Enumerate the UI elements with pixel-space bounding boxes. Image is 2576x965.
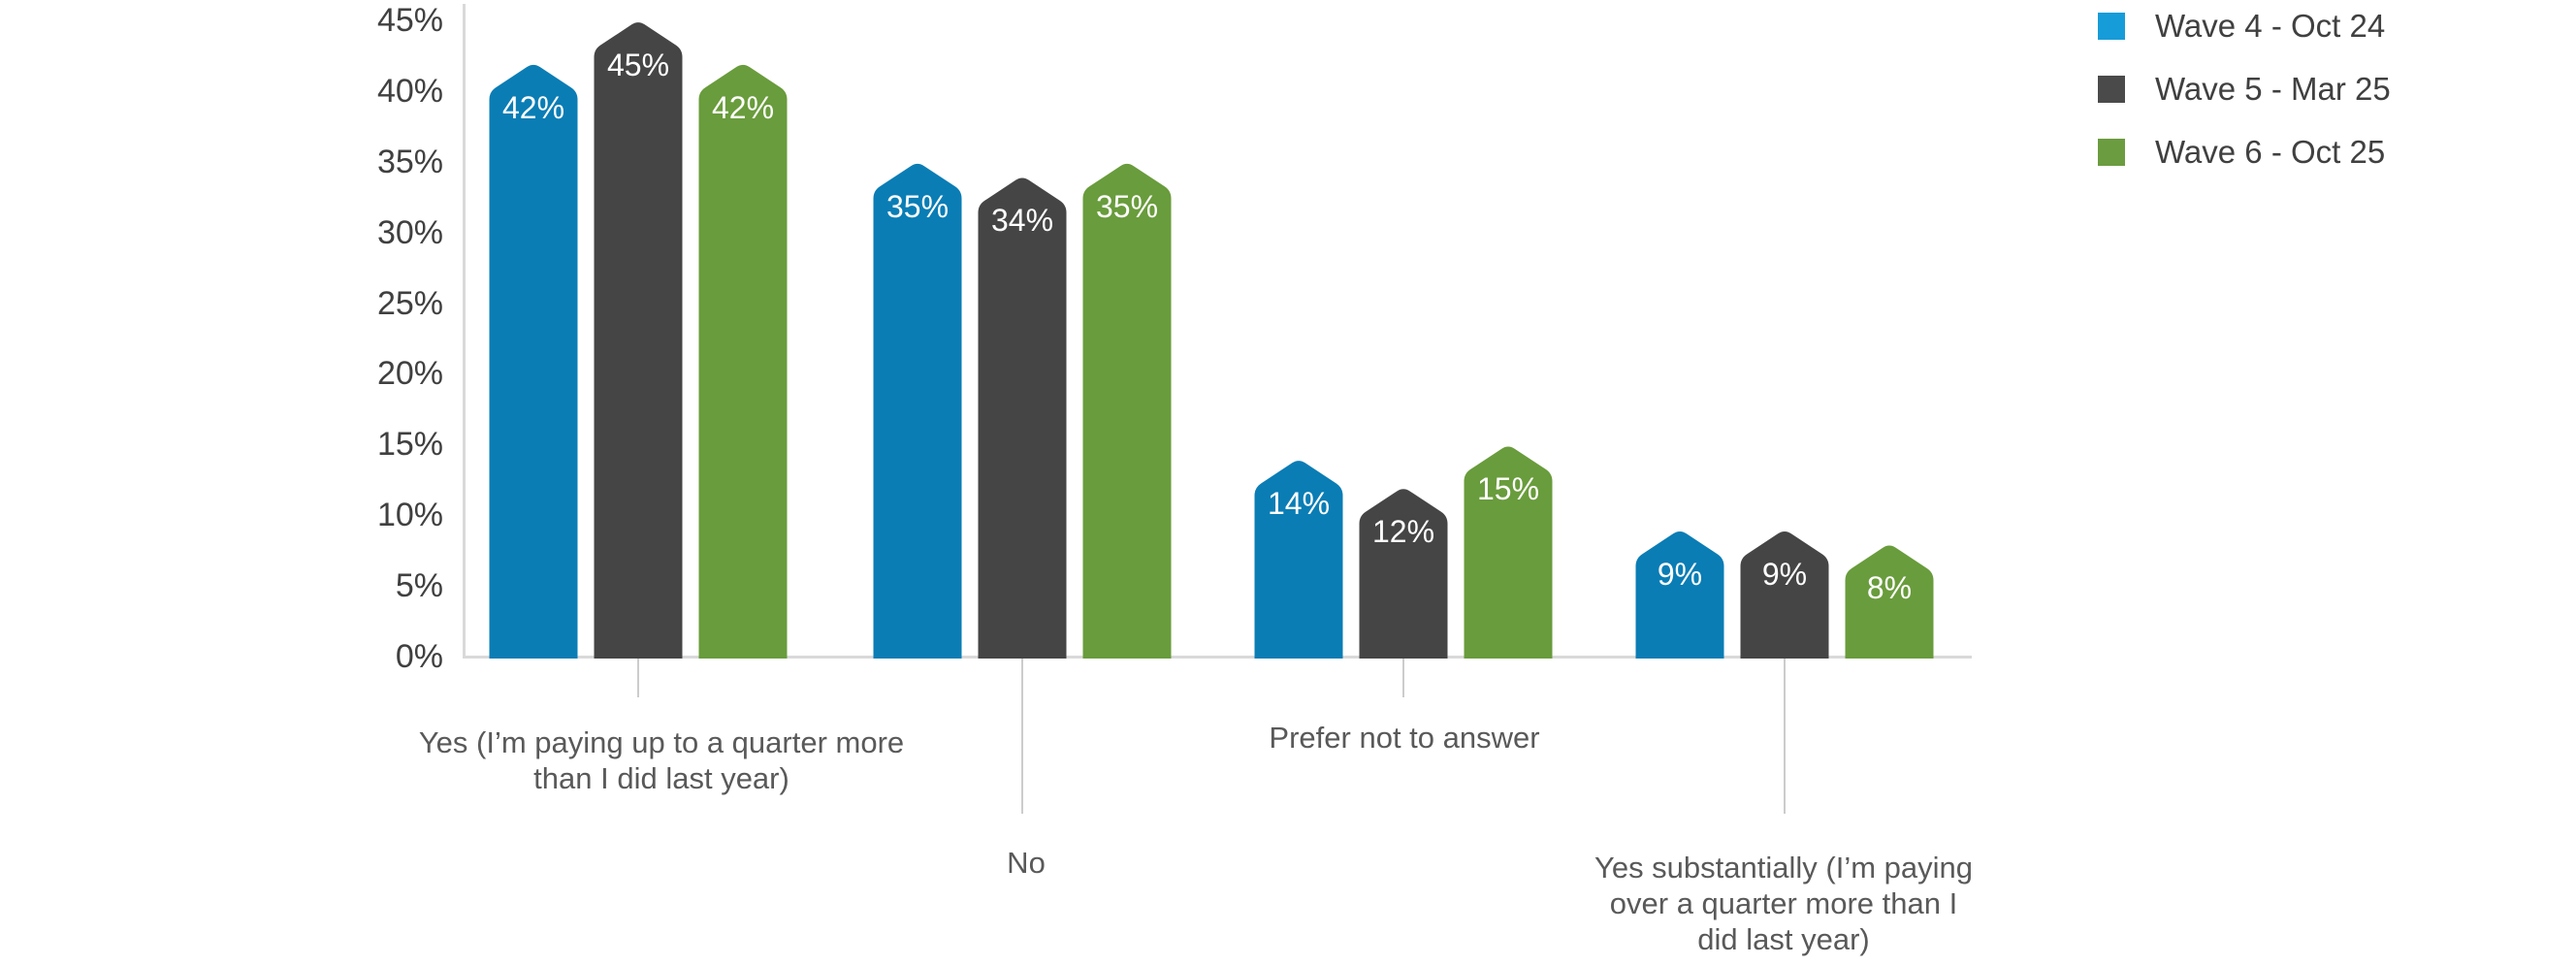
- bar-value-label-wave-5-mar-25-category-0: 45%: [606, 47, 670, 82]
- bar-wave-6-oct-25-category-0: [698, 64, 788, 659]
- legend-item-wave-5: Wave 5 - Mar 25: [2098, 71, 2391, 108]
- y-axis-tick-label: 40%: [376, 72, 443, 110]
- bar-wave-5-mar-25-category-3: [1740, 531, 1829, 659]
- legend-swatch-wave-6: [2098, 139, 2125, 166]
- legend-label-wave-5: Wave 5 - Mar 25: [2155, 71, 2391, 107]
- legend-swatch-wave-4: [2098, 13, 2125, 40]
- category-leader-line: [1021, 659, 1023, 814]
- y-axis-tick-label: 5%: [395, 567, 443, 605]
- legend-label-wave-6: Wave 6 - Oct 25: [2155, 134, 2386, 170]
- category-label-yes-substantially: Yes substantially (I’m paying over a qua…: [1594, 851, 1973, 956]
- bar-value-label-wave-4-oct-24-category-3: 9%: [1657, 556, 1703, 592]
- y-axis-tick-label: 15%: [376, 426, 443, 464]
- y-axis-line: [463, 4, 466, 657]
- bar-value-label-wave-4-oct-24-category-1: 35%: [886, 188, 950, 224]
- bar-value-label-wave-5-mar-25-category-1: 34%: [990, 203, 1054, 239]
- y-axis-tick-label: 35%: [376, 143, 443, 180]
- y-axis-tick-label: 0%: [395, 638, 443, 675]
- y-axis-tick-label: 45%: [376, 1, 443, 39]
- bar-wave-6-oct-25-category-3: [1845, 545, 1934, 659]
- bar-wave-5-mar-25-category-0: [594, 22, 683, 659]
- y-axis-tick-label: 25%: [376, 284, 443, 322]
- category-leader-line: [1402, 659, 1404, 697]
- category-label-yes-up-to-quarter: Yes (I’m paying up to a quarter more tha…: [418, 725, 905, 795]
- bar-wave-6-oct-25-category-1: [1082, 163, 1172, 659]
- legend-item-wave-6: Wave 6 - Oct 25: [2098, 134, 2391, 171]
- bar-value-label-wave-6-oct-25-category-1: 35%: [1095, 188, 1159, 224]
- bar-value-label-wave-5-mar-25-category-2: 12%: [1371, 514, 1435, 550]
- bar-value-label-wave-5-mar-25-category-3: 9%: [1761, 556, 1808, 592]
- category-label-no: No: [1007, 846, 1046, 880]
- y-axis-tick-label: 30%: [376, 213, 443, 251]
- bar-wave-6-oct-25-category-2: [1464, 446, 1553, 659]
- category-label-prefer-not-to-answer: Prefer not to answer: [1269, 721, 1540, 755]
- legend: Wave 4 - Oct 24 Wave 5 - Mar 25 Wave 6 -…: [2098, 8, 2391, 197]
- bar-value-label-wave-6-oct-25-category-0: 42%: [711, 89, 775, 125]
- bar-wave-4-oct-24-category-2: [1254, 461, 1343, 659]
- bar-wave-4-oct-24-category-0: [489, 64, 578, 659]
- bar-wave-5-mar-25-category-1: [978, 177, 1067, 659]
- legend-item-wave-4: Wave 4 - Oct 24: [2098, 8, 2391, 45]
- bar-value-label-wave-4-oct-24-category-0: 42%: [501, 89, 565, 125]
- y-axis-tick-label: 10%: [376, 497, 443, 534]
- bar-value-label-wave-6-oct-25-category-2: 15%: [1476, 471, 1540, 507]
- x-axis-line: [463, 656, 1972, 659]
- bar-value-label-wave-4-oct-24-category-2: 14%: [1267, 485, 1331, 521]
- category-leader-line: [1784, 659, 1786, 814]
- bar-wave-4-oct-24-category-1: [873, 163, 962, 659]
- category-leader-line: [637, 659, 639, 697]
- bar-value-label-wave-6-oct-25-category-3: 8%: [1866, 570, 1913, 606]
- y-axis-tick-label: 20%: [376, 355, 443, 393]
- bar-wave-5-mar-25-category-2: [1359, 489, 1448, 659]
- legend-label-wave-4: Wave 4 - Oct 24: [2155, 8, 2386, 44]
- bar-wave-4-oct-24-category-3: [1635, 531, 1724, 659]
- legend-swatch-wave-5: [2098, 76, 2125, 103]
